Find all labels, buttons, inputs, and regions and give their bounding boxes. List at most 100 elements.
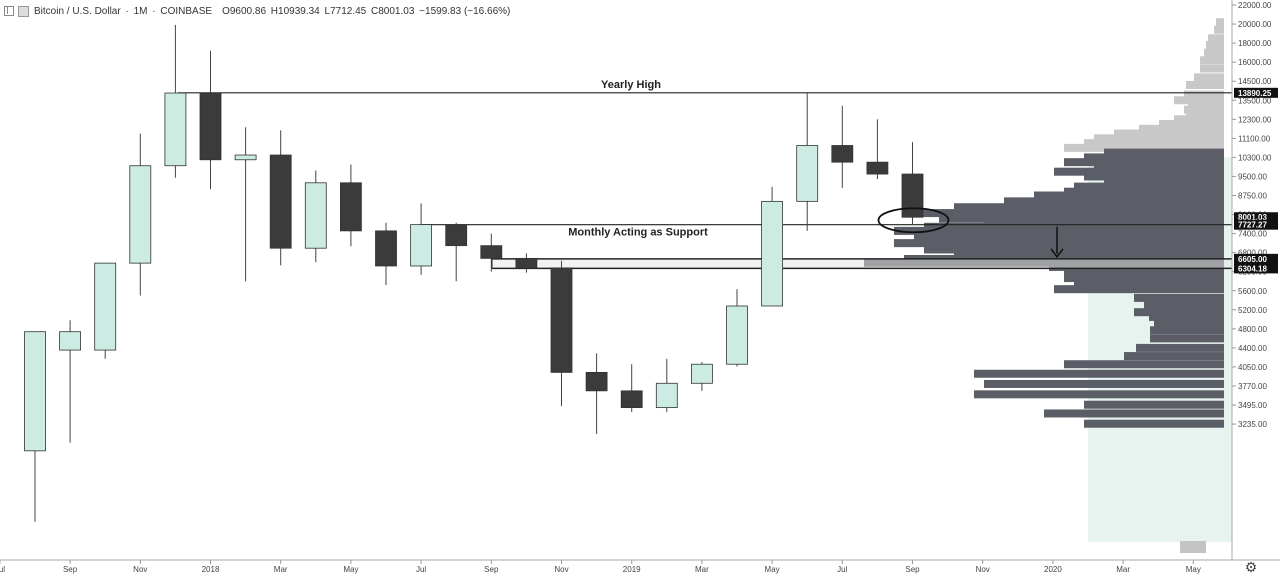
price-tick-label: 10300.00 — [1238, 153, 1272, 162]
volume-profile-bar-light — [1208, 34, 1224, 43]
candle-up[interactable] — [655, 382, 678, 409]
price-label-box — [1234, 212, 1278, 223]
candle-up[interactable] — [304, 182, 327, 249]
candle-up[interactable] — [94, 262, 117, 351]
volume-profile-bar — [939, 214, 1224, 223]
exchange-label: COINBASE — [160, 5, 213, 17]
volume-profile-bar — [1044, 409, 1224, 418]
volume-profile-bar-light — [1186, 81, 1224, 90]
candle-down[interactable] — [831, 145, 854, 163]
volume-profile-bar — [1054, 285, 1224, 294]
ohlc-change: −1599.83 (−16.66%) — [419, 5, 511, 17]
candle-up[interactable] — [761, 200, 783, 307]
volume-profile-bar — [1150, 334, 1224, 343]
candle-down[interactable] — [866, 161, 889, 175]
volume-profile-bar — [1136, 343, 1224, 352]
candle-down[interactable] — [269, 154, 292, 249]
volume-profile-bar — [1084, 419, 1224, 428]
highlight-ellipse[interactable] — [877, 207, 950, 234]
candle-down[interactable] — [480, 245, 503, 259]
expand-icon[interactable] — [4, 6, 14, 16]
volume-profile-bar — [924, 222, 1224, 231]
price-tick-label: 3495.00 — [1238, 401, 1267, 410]
candle-up[interactable] — [796, 145, 819, 202]
volume-profile-bar — [1074, 182, 1224, 191]
price-tick-label: 11100.00 — [1238, 134, 1271, 143]
price-label: 6304.18 — [1238, 264, 1267, 273]
volume-profile-bar — [1064, 274, 1224, 283]
ohlc-close: C8001.03 — [371, 5, 415, 17]
candle-down[interactable] — [375, 230, 397, 267]
volume-profile-bar — [1134, 293, 1224, 302]
price-tick-label: 16000.00 — [1238, 58, 1272, 67]
candle-up[interactable] — [164, 92, 187, 167]
price-tick-label: 3235.00 — [1238, 420, 1267, 429]
candle-up[interactable] — [691, 363, 713, 384]
volume-profile-bar — [1149, 312, 1224, 321]
candle-up[interactable] — [59, 331, 81, 351]
volume-profile-bar — [984, 218, 1224, 227]
candle-down[interactable] — [620, 390, 643, 409]
price-label-box — [1234, 263, 1278, 274]
candle-up[interactable] — [129, 165, 152, 264]
candle-down[interactable] — [339, 182, 362, 232]
volume-profile-bar — [984, 379, 1224, 388]
price-tick-label: 8750.00 — [1238, 192, 1267, 201]
price-tick-label: 4800.00 — [1238, 325, 1267, 334]
volume-profile-bar — [904, 209, 1224, 218]
volume-profile-bar-light — [1206, 41, 1224, 50]
price-tick-label: 14500.00 — [1238, 77, 1272, 86]
candle-up[interactable] — [234, 154, 257, 161]
chart-header: Bitcoin / U.S. Dollar · 1M · COINBASE O9… — [4, 3, 512, 19]
time-tick-label: Sep — [905, 565, 920, 574]
time-tick-label: Nov — [554, 565, 568, 574]
volume-profile-bar — [914, 232, 1224, 241]
price-label-box — [1234, 87, 1278, 98]
volume-profile-bar — [1084, 172, 1224, 181]
annotation-yearly-high[interactable]: Yearly High — [601, 79, 661, 91]
symbol-name[interactable]: Bitcoin / U.S. Dollar — [34, 5, 121, 17]
volume-profile-bar-light — [1094, 134, 1224, 143]
candle-down[interactable] — [199, 92, 222, 161]
annotation-monthly-support[interactable]: Monthly Acting as Support — [568, 227, 708, 239]
price-label-box — [1234, 219, 1278, 230]
interval-label[interactable]: 1M — [133, 5, 148, 17]
price-label-box — [1234, 253, 1278, 264]
volume-profile-bar — [1084, 153, 1224, 162]
ohlc-open: O9600.86 — [222, 5, 267, 17]
candle-down[interactable] — [585, 371, 608, 392]
settings-gear-icon[interactable]: ⚙ — [1244, 559, 1258, 575]
volume-profile-bar-light — [1084, 139, 1224, 148]
price-tick-label: 3770.00 — [1238, 382, 1267, 391]
volume-profile-bar — [1074, 278, 1224, 287]
time-tick-label: 2019 — [623, 565, 641, 574]
volume-profile-bar-light — [1184, 90, 1224, 99]
candle-up[interactable] — [410, 224, 433, 267]
volume-profile-bar-light — [1188, 101, 1224, 110]
candle-down[interactable] — [445, 224, 468, 247]
volume-profile-bar — [1064, 158, 1224, 167]
candle-down[interactable] — [901, 173, 924, 218]
price-tick-label: 9500.00 — [1238, 172, 1267, 181]
candle-up[interactable] — [726, 305, 748, 365]
volume-profile-bar — [894, 226, 1224, 235]
volume-profile-bar — [1094, 162, 1224, 171]
volume-profile-bar — [974, 369, 1224, 378]
time-tick-label: Sep — [63, 565, 78, 574]
ohlc-high: H10939.34 — [270, 5, 320, 17]
volume-profile-bar-light — [1174, 96, 1224, 105]
time-tick-label: Jul — [0, 565, 5, 574]
candle-down[interactable] — [515, 257, 538, 269]
time-tick-label: 2020 — [1044, 565, 1062, 574]
candle-down[interactable] — [550, 267, 573, 373]
compare-icon[interactable] — [18, 5, 29, 17]
candle-up[interactable] — [24, 331, 46, 452]
volume-profile-bar — [1064, 269, 1224, 278]
time-tick-label: Mar — [695, 565, 709, 574]
volume-profile-bar-light — [1186, 110, 1224, 119]
time-tick-label: Jul — [416, 565, 426, 574]
volume-profile-bar — [1034, 191, 1224, 200]
volume-profile-bar-light — [1194, 73, 1224, 82]
volume-profile-bar — [954, 250, 1224, 259]
